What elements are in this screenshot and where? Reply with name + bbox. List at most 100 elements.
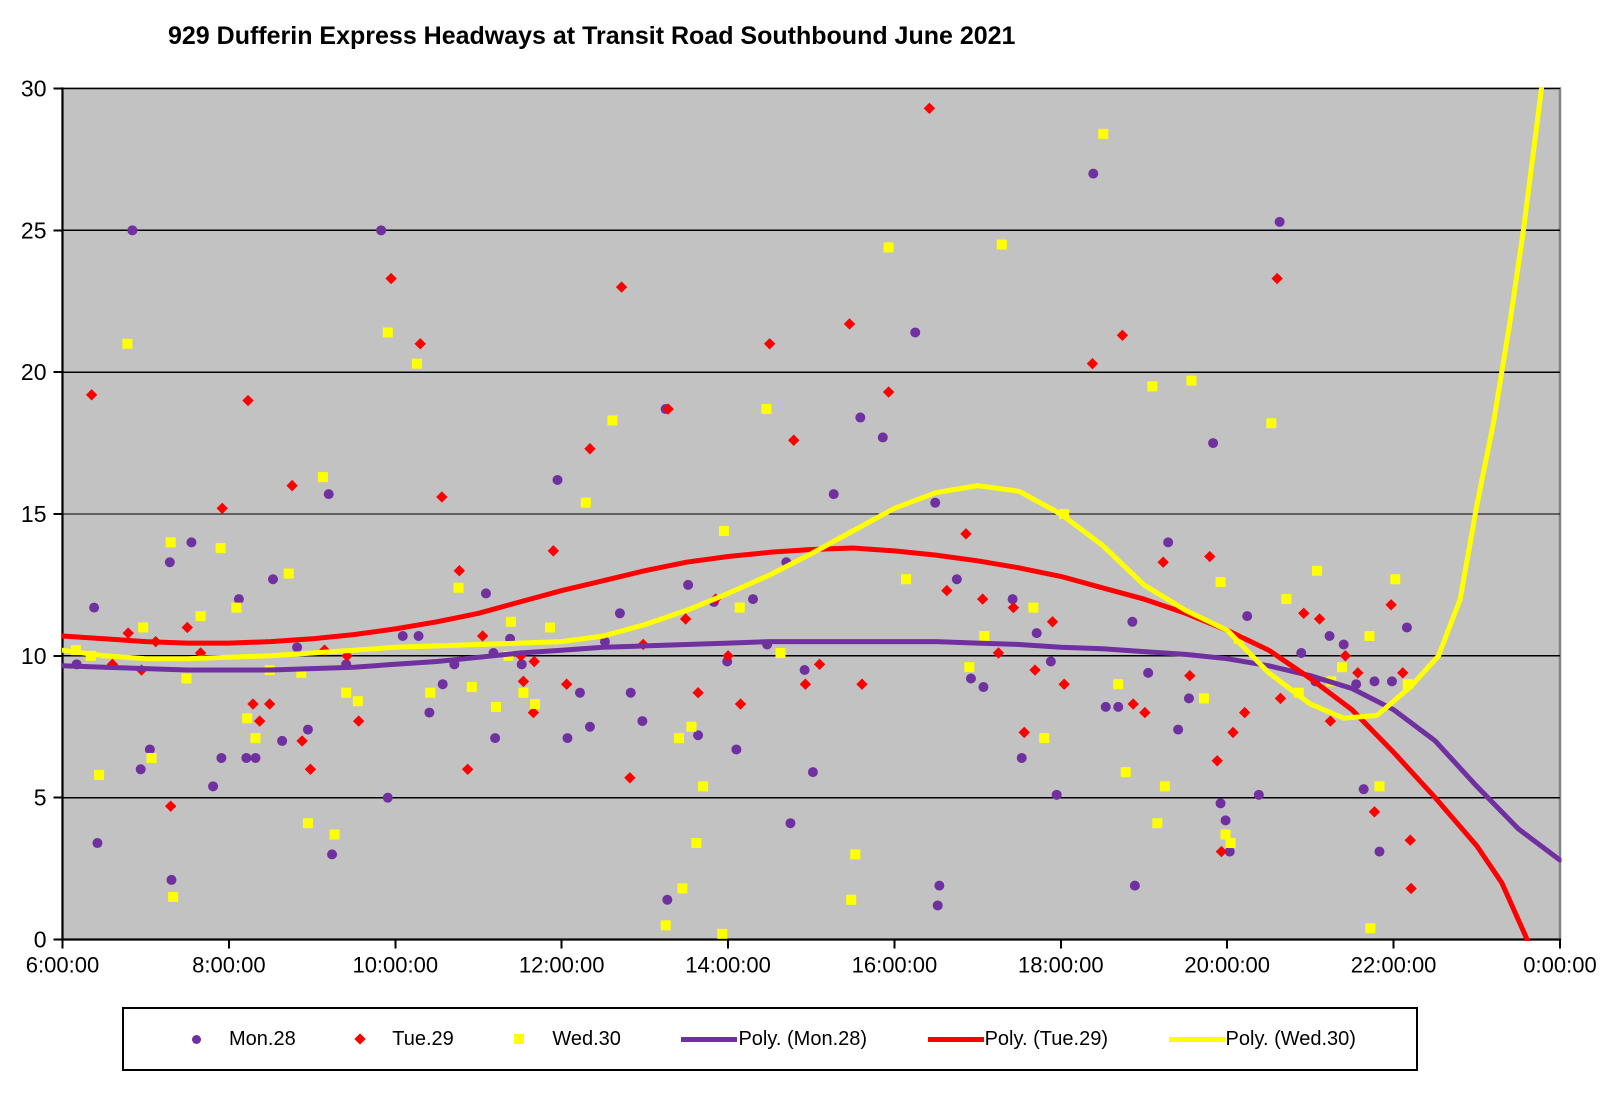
legend-entry-poly-tue-29: Poly. (Tue.29) [927, 1028, 1108, 1051]
x-axis-tick-label: 18:00:00 [1018, 953, 1104, 978]
data-point-tue29 [692, 687, 704, 699]
data-point-mon28 [241, 752, 252, 763]
data-point-mon28 [292, 642, 303, 653]
data-point-wed30 [530, 699, 541, 710]
data-point-tue29 [960, 528, 972, 540]
data-point-mon28 [877, 432, 888, 443]
legend-line-swatch [681, 1036, 738, 1042]
data-point-tue29 [992, 647, 1005, 659]
data-point-mon28 [413, 630, 424, 641]
data-point-mon28 [1386, 676, 1397, 687]
data-point-wed30 [242, 713, 253, 724]
legend-label: Tue.29 [392, 1027, 454, 1050]
data-point-mon28 [1088, 168, 1099, 179]
data-point-tue29 [352, 715, 365, 727]
data-point-tue29 [1046, 616, 1059, 628]
data-point-tue29 [164, 800, 177, 812]
legend-entry-poly-wed-30: Poly. (Wed.30) [1168, 1028, 1356, 1051]
data-point-mon28 [164, 557, 175, 568]
data-point-wed30 [1225, 838, 1236, 849]
data-point-mon28 [562, 733, 573, 744]
data-point-tue29 [528, 655, 540, 668]
data-point-mon28 [614, 608, 625, 619]
data-point-mon28 [277, 735, 288, 746]
data-point-mon28 [1143, 667, 1154, 678]
data-point-wed30 [466, 682, 477, 693]
data-point-wed30 [165, 537, 176, 548]
data-point-tue29 [722, 650, 734, 662]
data-point-tue29 [1298, 607, 1310, 619]
data-point-mon28 [1401, 622, 1412, 633]
data-point-wed30 [195, 611, 206, 622]
data-point-mon28 [1183, 693, 1194, 704]
data-point-tue29 [527, 706, 540, 719]
data-point-wed30 [382, 327, 393, 338]
data-point-wed30 [686, 721, 697, 732]
data-point-mon28 [1163, 537, 1174, 548]
data-point-wed30 [1152, 818, 1163, 829]
legend-marker-square-icon [514, 1034, 525, 1044]
data-point-tue29 [1227, 726, 1239, 739]
data-point-tue29 [1058, 678, 1070, 690]
data-point-mon28 [748, 594, 759, 605]
trendline-poly-wed-30 [62, 87, 1545, 721]
data-point-wed30 [846, 894, 857, 905]
data-point-wed30 [302, 818, 313, 829]
data-point-mon28 [302, 724, 313, 735]
data-point-tue29 [1007, 601, 1020, 614]
data-point-mon28 [437, 679, 448, 690]
data-point-wed30 [691, 838, 702, 849]
y-axis-tick-label: 0 [34, 927, 47, 953]
legend-line-swatch [1168, 1036, 1225, 1042]
data-point-wed30 [94, 769, 105, 780]
data-point-wed30 [545, 622, 556, 633]
data-point-mon28 [1374, 846, 1385, 857]
data-point-wed30 [1312, 565, 1323, 576]
data-point-tue29 [1215, 845, 1228, 858]
data-point-wed30 [901, 574, 912, 585]
data-point-mon28 [327, 849, 338, 860]
data-point-tue29 [734, 698, 747, 710]
data-point-wed30 [317, 472, 328, 483]
data-point-wed30 [231, 602, 242, 613]
data-point-mon28 [1016, 752, 1027, 763]
data-point-wed30 [698, 781, 709, 792]
data-point-wed30 [673, 733, 684, 744]
data-point-tue29 [1204, 550, 1216, 563]
data-point-mon28 [799, 665, 810, 676]
data-point-tue29 [584, 443, 596, 455]
data-point-wed30 [1159, 781, 1170, 792]
data-point-mon28 [934, 880, 945, 891]
data-point-wed30 [1198, 693, 1209, 704]
data-point-wed30 [580, 497, 591, 508]
data-point-wed30 [1186, 375, 1197, 386]
legend-line-swatch [927, 1036, 984, 1042]
data-point-mon28 [1051, 789, 1062, 800]
data-point-wed30 [490, 701, 501, 712]
data-point-mon28 [731, 744, 742, 755]
legend-entry-mon-28: Mon.28 [192, 1028, 296, 1051]
data-point-mon28 [932, 900, 943, 911]
data-point-mon28 [1274, 216, 1285, 227]
data-point-mon28 [144, 744, 155, 755]
data-point-mon28 [1369, 676, 1380, 687]
data-point-mon28 [807, 767, 818, 778]
data-point-tue29 [1405, 882, 1417, 895]
data-point-tue29 [679, 613, 692, 625]
data-point-wed30 [734, 602, 745, 613]
data-point-tue29 [1313, 613, 1326, 625]
data-point-mon28 [186, 537, 197, 548]
data-point-tue29 [1385, 599, 1397, 611]
data-point-tue29 [1368, 806, 1381, 818]
data-point-mon28 [480, 588, 491, 599]
data-point-tue29 [941, 584, 953, 597]
data-point-tue29 [476, 630, 489, 642]
data-point-wed30 [1266, 418, 1277, 429]
data-point-mon28 [1296, 647, 1307, 658]
data-point-tue29 [856, 678, 868, 690]
data-point-mon28 [1031, 628, 1042, 639]
data-point-wed30 [215, 543, 226, 554]
legend-label: Wed.30 [552, 1027, 621, 1050]
data-point-mon28 [1173, 724, 1184, 735]
